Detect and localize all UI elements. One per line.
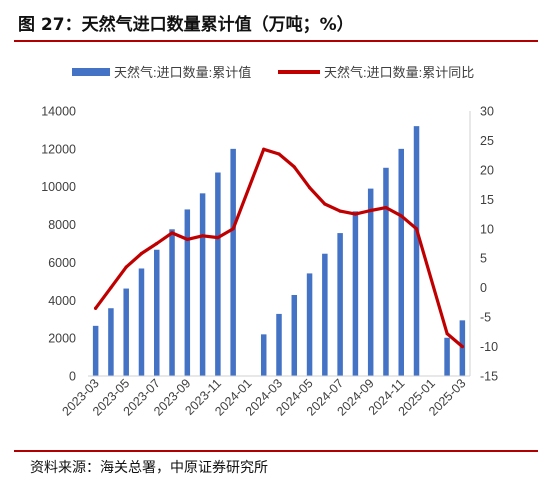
left-tick-label: 8000 [48, 218, 76, 232]
bar [154, 249, 160, 376]
line-point [307, 185, 312, 190]
right-tick-label: 0 [480, 281, 487, 295]
left-tick-label: 0 [69, 370, 76, 384]
source-label: 资料来源： [30, 460, 100, 476]
line-point [369, 208, 373, 213]
bar [123, 288, 129, 376]
line-series [93, 147, 464, 349]
bar [291, 294, 298, 376]
line-point [460, 344, 464, 349]
source-text: 海关总署，中原证券研究所 [100, 460, 268, 476]
bar [169, 229, 175, 376]
line-point [399, 214, 403, 218]
left-tick-label: 12000 [41, 142, 76, 156]
line-point [414, 227, 419, 231]
line-point [338, 209, 342, 213]
line-point [353, 212, 357, 216]
left-tick-label: 4000 [48, 294, 76, 308]
line-point [201, 234, 205, 238]
right-tick-label: 20 [480, 163, 494, 177]
bar [413, 126, 420, 377]
right-tick-label: 10 [480, 222, 494, 236]
bar [322, 253, 328, 376]
left-tick-label: 10000 [41, 180, 76, 194]
line-point [94, 306, 98, 310]
line-point [170, 231, 174, 235]
line-point [384, 205, 388, 210]
bar [444, 337, 450, 376]
line-point [124, 265, 128, 269]
right-tick-label: -5 [480, 311, 491, 325]
x-axis: 2023-032023-052023-072023-092023-112024-… [59, 375, 470, 419]
line-point [216, 236, 220, 240]
bar [230, 148, 236, 376]
legend-line-label: 天然气:进口数量:累计同比 [324, 65, 474, 80]
right-tick-label: 25 [480, 134, 494, 148]
bar [352, 211, 359, 376]
bar [383, 167, 389, 376]
title-divider [14, 40, 538, 42]
line-point [277, 152, 281, 156]
right-tick-label: -15 [480, 370, 498, 384]
right-tick-label: -10 [480, 340, 498, 354]
bar [398, 148, 404, 376]
bar [306, 273, 313, 376]
line-point [155, 241, 159, 246]
left-tick-label: 6000 [48, 256, 76, 270]
legend-bar-label: 天然气:进口数量:累计值 [114, 65, 251, 80]
bar [184, 209, 191, 376]
line-point [185, 237, 189, 241]
left-axis: 0 2000 4000 6000 8000 10000 12000 14000 [41, 105, 76, 384]
bar [337, 233, 343, 376]
line-point [139, 251, 144, 256]
left-tick-label: 2000 [48, 332, 76, 346]
legend: 天然气:进口数量:累计值 天然气:进口数量:累计同比 [72, 65, 474, 80]
bar [108, 308, 114, 376]
bar [276, 313, 282, 376]
line-point [445, 332, 449, 336]
line-point [292, 165, 296, 169]
line-point [262, 147, 266, 151]
right-axis: -15 -10 -5 0 5 10 15 20 25 30 [469, 105, 498, 384]
right-tick-label: 30 [480, 105, 494, 119]
bar [260, 334, 267, 376]
figure-title: 图 27：天然气进口数量累计值（万吨；%） [18, 15, 354, 35]
line-point [231, 227, 235, 231]
right-tick-label: 15 [480, 193, 494, 207]
legend-bar-swatch [72, 68, 110, 76]
chart: 天然气:进口数量:累计值 天然气:进口数量:累计同比 0 2000 4000 6000… [41, 65, 498, 419]
source-note: 资料来源：海关总署，中原证券研究所 [30, 457, 268, 477]
bar [138, 268, 145, 376]
line-point [109, 286, 113, 290]
left-tick-label: 14000 [41, 105, 76, 119]
source-divider [14, 450, 538, 452]
bar [92, 325, 99, 376]
bar [215, 172, 221, 376]
bar [367, 188, 374, 376]
right-tick-label: 5 [480, 252, 487, 266]
line-point [323, 202, 327, 206]
bars [92, 126, 466, 377]
bar [199, 193, 206, 376]
